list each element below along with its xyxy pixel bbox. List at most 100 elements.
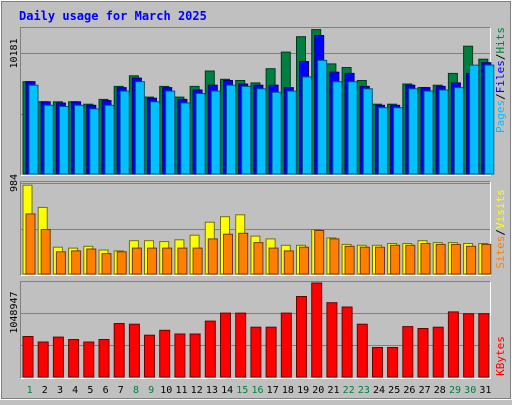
chart-title: Daily usage for March 2025 xyxy=(19,9,207,23)
legend-separator: / xyxy=(494,229,507,236)
bar-sites-day-27 xyxy=(420,243,431,275)
bar-kbytes-day-9 xyxy=(144,334,155,378)
bar-pages-day-4 xyxy=(74,104,85,175)
panel-bottom: 1048947 xyxy=(9,281,491,379)
panel-bottom-y-tick-label: 1048947 xyxy=(9,291,20,333)
bar-sites-day-25 xyxy=(390,244,401,275)
bar-pages-day-11 xyxy=(180,102,191,175)
day-label-18: 18 xyxy=(282,385,294,396)
bar-kbytes-day-10 xyxy=(159,329,171,378)
bar-pages-day-17 xyxy=(271,91,282,175)
bar-sites-day-30 xyxy=(466,245,477,275)
bar-pages-day-12 xyxy=(195,93,206,175)
bar-kbytes-day-12 xyxy=(189,333,201,378)
bar-sites-day-16 xyxy=(253,242,264,275)
bar-sites-day-5 xyxy=(86,248,97,275)
bar-kbytes-day-25 xyxy=(387,347,399,378)
panel-bottom-frame-shadow xyxy=(20,281,491,379)
bar-sites-day-3 xyxy=(55,251,66,275)
bar-pages-day-18 xyxy=(286,90,297,175)
bar-kbytes-day-8 xyxy=(128,323,140,378)
bar-kbytes-day-31 xyxy=(478,313,490,378)
bar-pages-day-7 xyxy=(119,90,130,175)
day-label-8: 8 xyxy=(133,385,139,396)
bar-sites-day-10 xyxy=(162,247,173,275)
day-label-22: 22 xyxy=(343,385,355,396)
bar-pages-day-19 xyxy=(302,76,312,175)
bar-pages-day-14 xyxy=(226,84,236,175)
day-label-31: 31 xyxy=(479,385,491,396)
bar-pages-day-22 xyxy=(347,81,358,175)
bar-sites-day-24 xyxy=(375,246,385,275)
bar-pages-day-31 xyxy=(484,64,495,175)
bar-sites-day-18 xyxy=(283,250,294,275)
bar-pages-day-8 xyxy=(134,81,145,175)
day-label-4: 4 xyxy=(72,385,78,396)
day-label-23: 23 xyxy=(358,385,370,396)
day-label-16: 16 xyxy=(251,385,263,396)
bar-sites-day-8 xyxy=(131,247,142,275)
panel-top-y-tick-label: 10181 xyxy=(9,38,20,68)
bar-kbytes-day-15 xyxy=(235,312,247,378)
bar-kbytes-day-29 xyxy=(447,311,459,378)
bar-kbytes-day-18 xyxy=(280,312,292,378)
legend-separator: / xyxy=(494,54,507,61)
bar-sites-day-22 xyxy=(344,245,355,275)
day-label-20: 20 xyxy=(312,385,324,396)
day-label-5: 5 xyxy=(87,385,93,396)
legend-top: Pages/Files/Hits xyxy=(494,27,507,133)
bar-sites-day-19 xyxy=(299,246,309,275)
panels: 10181 984 1048947 xyxy=(9,27,495,379)
day-label-25: 25 xyxy=(388,385,400,396)
legend-item-visits: Visits xyxy=(494,189,507,229)
day-label-9: 9 xyxy=(148,385,154,396)
bar-sites-day-1 xyxy=(25,213,36,275)
bar-kbytes-day-2 xyxy=(37,341,49,378)
panel-middle: 984 xyxy=(9,174,492,276)
bar-pages-day-3 xyxy=(58,106,69,175)
bar-pages-day-29 xyxy=(453,87,464,175)
bar-sites-day-15 xyxy=(238,232,249,275)
day-label-15: 15 xyxy=(236,385,248,396)
panel-bottom-frame-highlight xyxy=(20,281,491,379)
bar-kbytes-day-27 xyxy=(417,328,429,378)
bar-sites-day-31 xyxy=(481,243,492,275)
bar-sites-day-2 xyxy=(40,229,51,275)
bar-kbytes-day-19 xyxy=(296,296,307,378)
bar-sites-day-6 xyxy=(101,253,112,275)
bar-kbytes-day-1 xyxy=(22,336,34,378)
bar-kbytes-day-28 xyxy=(432,326,444,378)
bar-sites-day-29 xyxy=(450,243,461,275)
bar-kbytes-day-17 xyxy=(265,326,277,378)
bar-pages-day-6 xyxy=(104,104,115,175)
panel-middle-frame-shadow xyxy=(20,181,491,276)
bar-sites-day-12 xyxy=(192,247,203,275)
bar-kbytes-day-21 xyxy=(326,302,338,378)
bar-pages-day-2 xyxy=(43,104,54,175)
bar-pages-day-16 xyxy=(256,88,267,175)
bar-pages-day-15 xyxy=(241,85,252,175)
day-label-14: 14 xyxy=(221,385,233,396)
bar-kbytes-day-20 xyxy=(311,282,323,378)
panel-top-frame-shadow xyxy=(20,27,491,176)
day-label-13: 13 xyxy=(206,385,218,396)
legend-item-pages: Pages xyxy=(494,100,507,133)
legend-item-hits: Hits xyxy=(494,27,507,54)
bar-pages-day-5 xyxy=(89,108,100,175)
bar-pages-day-25 xyxy=(393,107,404,175)
bar-sites-day-9 xyxy=(147,247,157,275)
day-label-28: 28 xyxy=(434,385,446,396)
day-label-19: 19 xyxy=(297,385,309,396)
day-label-30: 30 xyxy=(464,385,476,396)
day-label-12: 12 xyxy=(191,385,203,396)
day-label-24: 24 xyxy=(373,385,385,396)
bar-kbytes-day-14 xyxy=(220,312,231,378)
day-label-1: 1 xyxy=(27,385,33,396)
panel-top: 10181 xyxy=(9,27,495,176)
bar-sites-day-11 xyxy=(177,247,188,275)
bar-sites-day-20 xyxy=(314,230,325,275)
day-label-2: 2 xyxy=(42,385,48,396)
